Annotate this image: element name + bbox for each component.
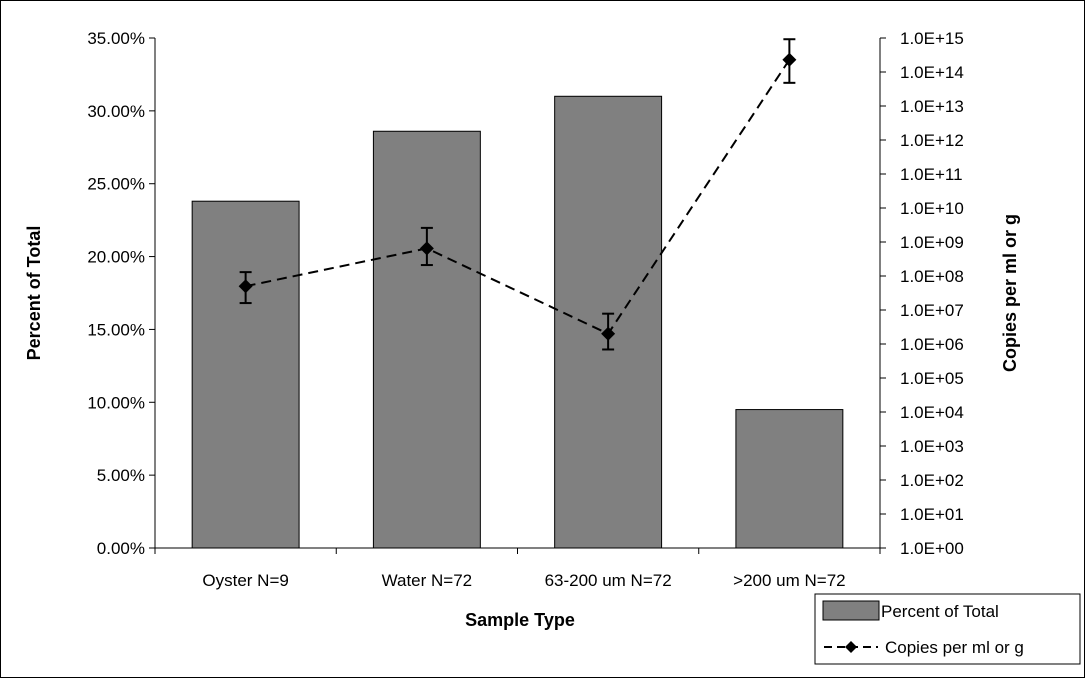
right-tick-label: 1.0E+05 xyxy=(900,369,964,388)
right-tick-label: 1.0E+08 xyxy=(900,267,964,286)
y-axis-title: Percent of Total xyxy=(24,226,44,361)
legend-diamond-marker xyxy=(845,641,857,653)
left-tick-label: 30.00% xyxy=(87,102,145,121)
legend-bar-swatch xyxy=(822,600,880,621)
left-tick-label: 0.00% xyxy=(97,539,145,558)
left-tick-label: 10.00% xyxy=(87,393,145,412)
copies-point-marker xyxy=(419,241,434,256)
right-tick-label: 1.0E+10 xyxy=(900,199,964,218)
legend-label-line: Copies per ml or g xyxy=(885,638,1024,657)
left-tick-label: 35.00% xyxy=(87,29,145,48)
bars-group xyxy=(191,95,844,549)
y2-axis-title: Copies per ml or g xyxy=(1000,214,1020,372)
x-axis-title: Sample Type xyxy=(465,610,575,630)
left-tick-label: 25.00% xyxy=(87,175,145,194)
x-ticks-group: Oyster N=9 Water N=72 63-200 um N=72 >200 u… xyxy=(154,548,881,590)
copies-point-marker xyxy=(782,52,797,67)
right-tick-label: 1.0E+06 xyxy=(900,335,964,354)
right-tick-label: 1.0E+00 xyxy=(900,539,964,558)
right-tick-label: 1.0E+07 xyxy=(900,301,964,320)
right-tick-label: 1.0E+13 xyxy=(900,97,964,116)
bar-3 xyxy=(735,409,844,549)
right-ticks-group: 1.0E+00 1.0E+01 1.0E+02 1.0E+03 1.0E+04 1.0E+… xyxy=(880,29,964,558)
x-tick-label: Water N=72 xyxy=(382,571,473,590)
copies-series-line xyxy=(245,59,791,336)
x-tick-label: 63-200 um N=72 xyxy=(545,571,672,590)
right-tick-label: 1.0E+03 xyxy=(900,437,964,456)
bar-1 xyxy=(372,130,481,549)
copies-point-marker xyxy=(601,326,616,341)
copies-point-marker xyxy=(238,279,253,294)
left-tick-label: 20.00% xyxy=(87,248,145,267)
right-tick-label: 1.0E+02 xyxy=(900,471,964,490)
right-tick-label: 1.0E+04 xyxy=(900,403,964,422)
right-tick-label: 1.0E+15 xyxy=(900,29,964,48)
right-tick-label: 1.0E+14 xyxy=(900,63,964,82)
line-series-group xyxy=(238,38,797,351)
left-ticks-group: 0.00% 5.00% 10.00% 15.00% 20.00% 25.00% 30.00%… xyxy=(87,29,155,558)
x-tick-label: Oyster N=9 xyxy=(202,571,288,590)
legend-label-bar: Percent of Total xyxy=(881,602,999,621)
right-tick-label: 1.0E+09 xyxy=(900,233,964,252)
left-tick-label: 15.00% xyxy=(87,320,145,339)
right-tick-label: 1.0E+12 xyxy=(900,131,964,150)
legend: Percent of Total Copies per ml or g xyxy=(814,593,1081,665)
bar-0 xyxy=(191,200,300,549)
left-tick-label: 5.00% xyxy=(97,466,145,485)
right-tick-label: 1.0E+11 xyxy=(900,165,963,184)
x-tick-label: >200 um N=72 xyxy=(733,571,845,590)
right-tick-label: 1.0E+01 xyxy=(900,505,964,524)
